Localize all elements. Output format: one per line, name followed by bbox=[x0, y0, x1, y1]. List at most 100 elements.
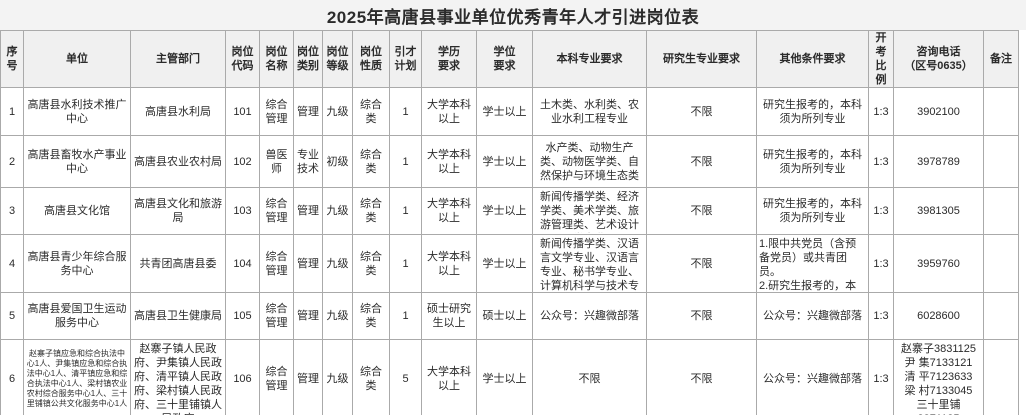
cell-dept: 高唐县水利局 bbox=[130, 87, 226, 136]
table-header: 序号 单位 主管部门 岗位 代码 岗位 名称 岗位 类别 岗位 等级 岗位 性质… bbox=[0, 30, 1019, 88]
cell-post-code: 105 bbox=[225, 292, 260, 340]
cell-unit: 高唐县爱国卫生运动服务中心 bbox=[23, 292, 131, 340]
cell-unit: 高唐县文化馆 bbox=[23, 187, 131, 235]
cell-note bbox=[983, 187, 1019, 235]
cell-ug-major-req: 新闻传播学类、汉语言文学专业、汉语言专业、秘书学专业、计算机科学与技术专业、数字… bbox=[532, 234, 647, 293]
cell-ratio: 1:3 bbox=[868, 292, 894, 340]
cell-unit: 高唐县水利技术推广中心 bbox=[23, 87, 131, 136]
cell-dept: 赵寨子镇人民政府、尹集镇人民政府、清平镇人民政府、梁村镇人民政府、三十里铺镇人民… bbox=[130, 339, 226, 415]
cell-post-grade: 九级 bbox=[322, 339, 353, 415]
cell-edu-req: 大学本科以上 bbox=[421, 339, 477, 415]
col-unit: 单位 bbox=[23, 30, 131, 88]
cell-other-req: 研究生报考的，本科须为所列专业 bbox=[756, 87, 869, 136]
cell-post-grade: 九级 bbox=[322, 87, 353, 136]
cell-ug-major-req: 不限 bbox=[532, 339, 647, 415]
cell-post-grade: 九级 bbox=[322, 234, 353, 293]
cell-note bbox=[983, 339, 1019, 415]
cell-phone: 3902100 bbox=[893, 87, 984, 136]
cell-serial: 4 bbox=[0, 234, 24, 293]
cell-serial: 1 bbox=[0, 87, 24, 136]
cell-degree-req: 硕士以上 bbox=[476, 292, 533, 340]
cell-edu-req: 大学本科以上 bbox=[421, 234, 477, 293]
cell-other-req: 公众号：兴趣微部落 bbox=[756, 292, 869, 340]
cell-dept: 高唐县文化和旅游局 bbox=[130, 187, 226, 235]
cell-other-req: 研究生报考的，本科须为所列专业 bbox=[756, 135, 869, 188]
cell-dept: 高唐县卫生健康局 bbox=[130, 292, 226, 340]
cell-degree-req: 学士以上 bbox=[476, 135, 533, 188]
cell-pg-major-req: 不限 bbox=[646, 339, 757, 415]
positions-table: 序号 单位 主管部门 岗位 代码 岗位 名称 岗位 类别 岗位 等级 岗位 性质… bbox=[0, 30, 1019, 415]
cell-post-category: 管理 bbox=[293, 234, 323, 293]
cell-ratio: 1:3 bbox=[868, 187, 894, 235]
cell-phone: 3981305 bbox=[893, 187, 984, 235]
cell-post-nature: 综合类 bbox=[352, 292, 390, 340]
cell-post-nature: 综合类 bbox=[352, 187, 390, 235]
cell-pg-major-req: 不限 bbox=[646, 234, 757, 293]
cell-post-nature: 综合类 bbox=[352, 234, 390, 293]
cell-post-code: 103 bbox=[225, 187, 260, 235]
cell-edu-req: 大学本科以上 bbox=[421, 135, 477, 188]
cell-note bbox=[983, 87, 1019, 136]
cell-post-nature: 综合类 bbox=[352, 87, 390, 136]
table-row: 5 高唐县爱国卫生运动服务中心 高唐县卫生健康局 105 综合管理 管理 九级 … bbox=[0, 292, 1019, 340]
cell-post-code: 101 bbox=[225, 87, 260, 136]
col-note: 备注 bbox=[983, 30, 1019, 88]
cell-post-nature: 综合类 bbox=[352, 339, 390, 415]
col-edu-req: 学历 要求 bbox=[421, 30, 477, 88]
table-row: 1 高唐县水利技术推广中心 高唐县水利局 101 综合管理 管理 九级 综合类 … bbox=[0, 87, 1019, 136]
header-row: 序号 单位 主管部门 岗位 代码 岗位 名称 岗位 类别 岗位 等级 岗位 性质… bbox=[0, 30, 1019, 88]
col-post-name: 岗位 名称 bbox=[259, 30, 294, 88]
col-plan: 引才 计划 bbox=[389, 30, 422, 88]
col-serial: 序号 bbox=[0, 30, 24, 88]
cell-plan: 1 bbox=[389, 187, 422, 235]
cell-dept: 高唐县农业农村局 bbox=[130, 135, 226, 188]
cell-phone: 3978789 bbox=[893, 135, 984, 188]
cell-post-category: 管理 bbox=[293, 87, 323, 136]
cell-pg-major-req: 不限 bbox=[646, 292, 757, 340]
col-post-category: 岗位 类别 bbox=[293, 30, 323, 88]
table-row: 3 高唐县文化馆 高唐县文化和旅游局 103 综合管理 管理 九级 综合类 1 … bbox=[0, 187, 1019, 235]
cell-post-category: 专业技术 bbox=[293, 135, 323, 188]
cell-edu-req: 硕士研究生以上 bbox=[421, 292, 477, 340]
page-title: 2025年高唐县事业单位优秀青年人才引进岗位表 bbox=[326, 7, 700, 27]
cell-ug-major-req: 水产类、动物生产类、动物医学类、自然保护与环境生态类 bbox=[532, 135, 647, 188]
cell-post-name: 综合管理 bbox=[259, 339, 294, 415]
col-pg-major-req: 研究生专业要求 bbox=[646, 30, 757, 88]
cell-phone: 6028600 bbox=[893, 292, 984, 340]
cell-post-grade: 九级 bbox=[322, 292, 353, 340]
cell-serial: 3 bbox=[0, 187, 24, 235]
table-row: 4 高唐县青少年综合服务中心 共青团高唐县委 104 综合管理 管理 九级 综合… bbox=[0, 234, 1019, 293]
cell-serial: 5 bbox=[0, 292, 24, 340]
cell-ug-major-req: 土木类、水利类、农业水利工程专业 bbox=[532, 87, 647, 136]
cell-note bbox=[983, 135, 1019, 188]
cell-pg-major-req: 不限 bbox=[646, 135, 757, 188]
cell-degree-req: 学士以上 bbox=[476, 87, 533, 136]
table-row: 6 赵寨子镇应急和综合执法中心1人、尹集镇应急和综合执法中心1人、清平镇应急和综… bbox=[0, 339, 1019, 415]
cell-serial: 2 bbox=[0, 135, 24, 188]
cell-post-grade: 初级 bbox=[322, 135, 353, 188]
cell-edu-req: 大学本科以上 bbox=[421, 87, 477, 136]
cell-serial: 6 bbox=[0, 339, 24, 415]
cell-pg-major-req: 不限 bbox=[646, 187, 757, 235]
col-dept: 主管部门 bbox=[130, 30, 226, 88]
cell-dept: 共青团高唐县委 bbox=[130, 234, 226, 293]
col-ug-major-req: 本科专业要求 bbox=[532, 30, 647, 88]
cell-post-code: 102 bbox=[225, 135, 260, 188]
cell-post-category: 管理 bbox=[293, 292, 323, 340]
cell-plan: 1 bbox=[389, 87, 422, 136]
cell-other-req: 研究生报考的，本科须为所列专业 bbox=[756, 187, 869, 235]
col-post-code: 岗位 代码 bbox=[225, 30, 260, 88]
cell-edu-req: 大学本科以上 bbox=[421, 187, 477, 235]
col-phone: 咨询电话 （区号0635） bbox=[893, 30, 984, 88]
title-band: 2025年高唐县事业单位优秀青年人才引进岗位表 bbox=[0, 0, 1026, 30]
cell-post-code: 104 bbox=[225, 234, 260, 293]
cell-post-name: 综合管理 bbox=[259, 292, 294, 340]
cell-post-category: 管理 bbox=[293, 339, 323, 415]
cell-post-name: 综合管理 bbox=[259, 234, 294, 293]
cell-ratio: 1:3 bbox=[868, 234, 894, 293]
cell-post-name: 兽医师 bbox=[259, 135, 294, 188]
cell-degree-req: 学士以上 bbox=[476, 187, 533, 235]
cell-ratio: 1:3 bbox=[868, 339, 894, 415]
cell-unit: 赵寨子镇应急和综合执法中心1人、尹集镇应急和综合执法中心1人、清平镇应急和综合执… bbox=[23, 339, 131, 415]
